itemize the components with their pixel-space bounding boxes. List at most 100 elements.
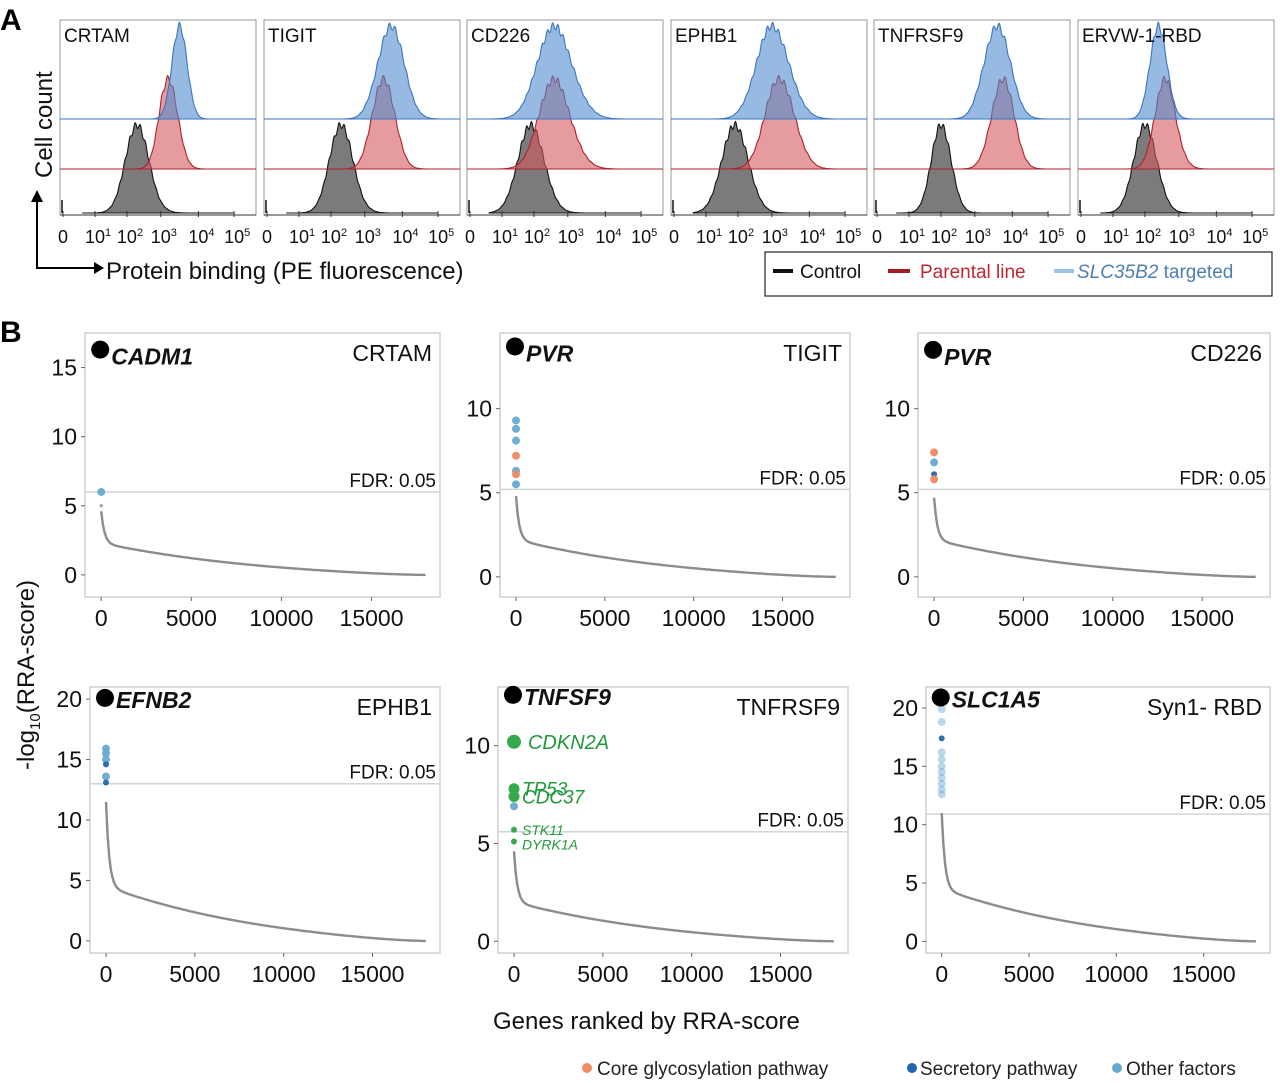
top-hit-point: [503, 685, 522, 704]
gene-point-other-factors: [937, 762, 946, 771]
rra-plot-syn1-rbd: FDR: 0.05 0 5 10 15 20 0 5000 10000 15000 SLC1A5 Sy…: [892, 686, 1271, 987]
x-tick-label: 0: [100, 961, 113, 987]
x-tick-label: 0: [928, 605, 941, 631]
fdr-label: FDR: 0.05: [1179, 468, 1266, 489]
histogram-tnfrsf9: 0 101 102 103 104 105 TNFRSF9: [872, 19, 1071, 247]
histogram-series-control: [1100, 122, 1253, 214]
y-tick-label: 0: [477, 928, 490, 954]
x-tick-label: 105: [224, 227, 250, 247]
x-tick-label: 102: [1135, 227, 1161, 247]
gene-point-other-factors: [509, 802, 518, 811]
labeled-gene-point: [510, 838, 517, 845]
top-hit-point: [505, 337, 524, 356]
top-hit-label: CADM1: [111, 344, 193, 370]
gene-point-other-factors: [937, 779, 946, 788]
x-tick-label: 102: [321, 227, 347, 247]
rra-y-axis-suffix: (RRA-score): [13, 580, 40, 713]
fdr-label: FDR: 0.05: [349, 763, 436, 784]
rra-y-axis-prefix: -log: [13, 730, 40, 770]
y-tick-label: 0: [69, 928, 82, 954]
gene-label-cdc37: CDC37: [522, 788, 586, 809]
gene-point-other-factors: [97, 487, 106, 496]
x-tick-label: 10000: [1081, 605, 1145, 631]
x-tick-label: 103: [558, 227, 584, 247]
panel-a-letter: A: [0, 4, 22, 37]
rank-curve: [104, 801, 426, 943]
rra-plot-ephb1: FDR: 0.05 0 5 10 15 20 0 5000 10000 15000 EFNB2 EPH…: [56, 686, 441, 987]
x-tick-label: 104: [799, 227, 825, 247]
rra-plot-crtam: FDR: 0.05 0 5 10 15 0 5000 10000 15000 CADM1 CRTAM: [51, 332, 441, 631]
rra-plot-cd226: FDR: 0.05 0 5 10 0 5000 10000 15000 PVR CD226: [884, 332, 1271, 631]
gene-point-core-glycosylation-pathway: [930, 475, 939, 484]
histogram-ervw-1-rbd: 0 101 102 103 104 105 ERVW-1-RBD: [1076, 19, 1275, 247]
fdr-label: FDR: 0.05: [759, 468, 846, 489]
y-tick-label: 0: [479, 564, 492, 590]
x-tick-label: 105: [835, 227, 861, 247]
plot-frame: [917, 332, 1271, 598]
histogram-series-control: [896, 122, 1049, 214]
fdr-label: FDR: 0.05: [1179, 793, 1266, 814]
legend-secretory-dot: [907, 1063, 917, 1073]
gene-point-other-factors: [101, 772, 110, 781]
y-tick-label: 15: [892, 753, 918, 779]
gene-point-other-factors: [937, 705, 946, 714]
rra-plot-tigit: FDR: 0.05 0 5 10 0 5000 10000 15000 PVR TIGIT: [466, 332, 851, 631]
y-tick-label: 10: [51, 424, 77, 450]
top-hit-point: [931, 688, 950, 707]
panel-a-legend: Control Parental line SLC35B2 targeted: [764, 251, 1273, 297]
y-tick-label: 5: [905, 870, 918, 896]
x-tick-label: 101: [289, 227, 315, 247]
y-tick-label: 20: [892, 695, 918, 721]
panel-b-letter: B: [0, 316, 22, 349]
rra-plot-title: CD226: [1190, 340, 1262, 366]
x-tick-label: 5000: [998, 605, 1049, 631]
plot-frame: [84, 332, 441, 598]
labeled-gene-point: [508, 783, 520, 795]
legend-core-glyco-label: Core glycosylation pathway: [597, 1059, 829, 1080]
gene-point-other-factors: [511, 416, 520, 425]
y-tick-label: 10: [884, 396, 910, 422]
x-tick-label: 102: [117, 227, 143, 247]
x-tick-label: 104: [188, 227, 214, 247]
rra-x-axis-label: Genes ranked by RRA-score: [493, 1008, 800, 1035]
y-tick-label: 5: [479, 480, 492, 506]
x-tick-label: 102: [931, 227, 957, 247]
gene-point-secretory-pathway: [102, 761, 109, 768]
gene-point-other-factors: [937, 718, 946, 726]
histogram-series-slc35b2-targeted: [693, 21, 846, 120]
histogram-series-slc35b2-targeted: [489, 21, 642, 120]
y-tick-label: 10: [466, 396, 492, 422]
gene-point-other-factors: [930, 458, 939, 467]
x-tick-label: 0: [510, 605, 523, 631]
rra-plot-title: CRTAM: [352, 340, 432, 366]
gene-point-other-factors: [937, 785, 946, 794]
y-tick-label: 5: [69, 867, 82, 893]
x-tick-label: 104: [1002, 227, 1028, 247]
gene-label-tp53: TP53: [522, 780, 568, 801]
x-tick-label: 103: [355, 227, 381, 247]
histogram-title: ERVW-1-RBD: [1082, 26, 1202, 47]
legend-parental-label: Parental line: [920, 262, 1026, 283]
x-tick-label: 15000: [340, 605, 404, 631]
histogram-series-slc35b2-targeted: [896, 22, 1049, 120]
x-tick-label: 10000: [252, 961, 316, 987]
panel-b-legend: Core glycosylation pathway Secretory pat…: [582, 1059, 1236, 1080]
labeled-gene-point: [506, 734, 521, 749]
rra-plot-title: TNFRSF9: [737, 694, 841, 720]
rank-curve: [512, 851, 834, 943]
gene-point-secretory-pathway: [938, 735, 945, 742]
x-tick-label: 103: [762, 227, 788, 247]
legend-control-label: Control: [800, 262, 861, 283]
x-tick-label: 0: [58, 227, 68, 247]
rra-plot-title: Syn1- RBD: [1147, 694, 1262, 720]
histogram-series-slc35b2-targeted: [286, 22, 439, 120]
x-tick-label: 104: [392, 227, 418, 247]
gene-point-other-factors: [937, 755, 946, 764]
top-hit-label: TNFSF9: [524, 684, 611, 710]
x-tick-label: 0: [872, 227, 882, 247]
x-tick-label: 0: [465, 227, 475, 247]
gene-point-other-factors: [511, 424, 520, 433]
top-hit-point: [924, 340, 943, 359]
